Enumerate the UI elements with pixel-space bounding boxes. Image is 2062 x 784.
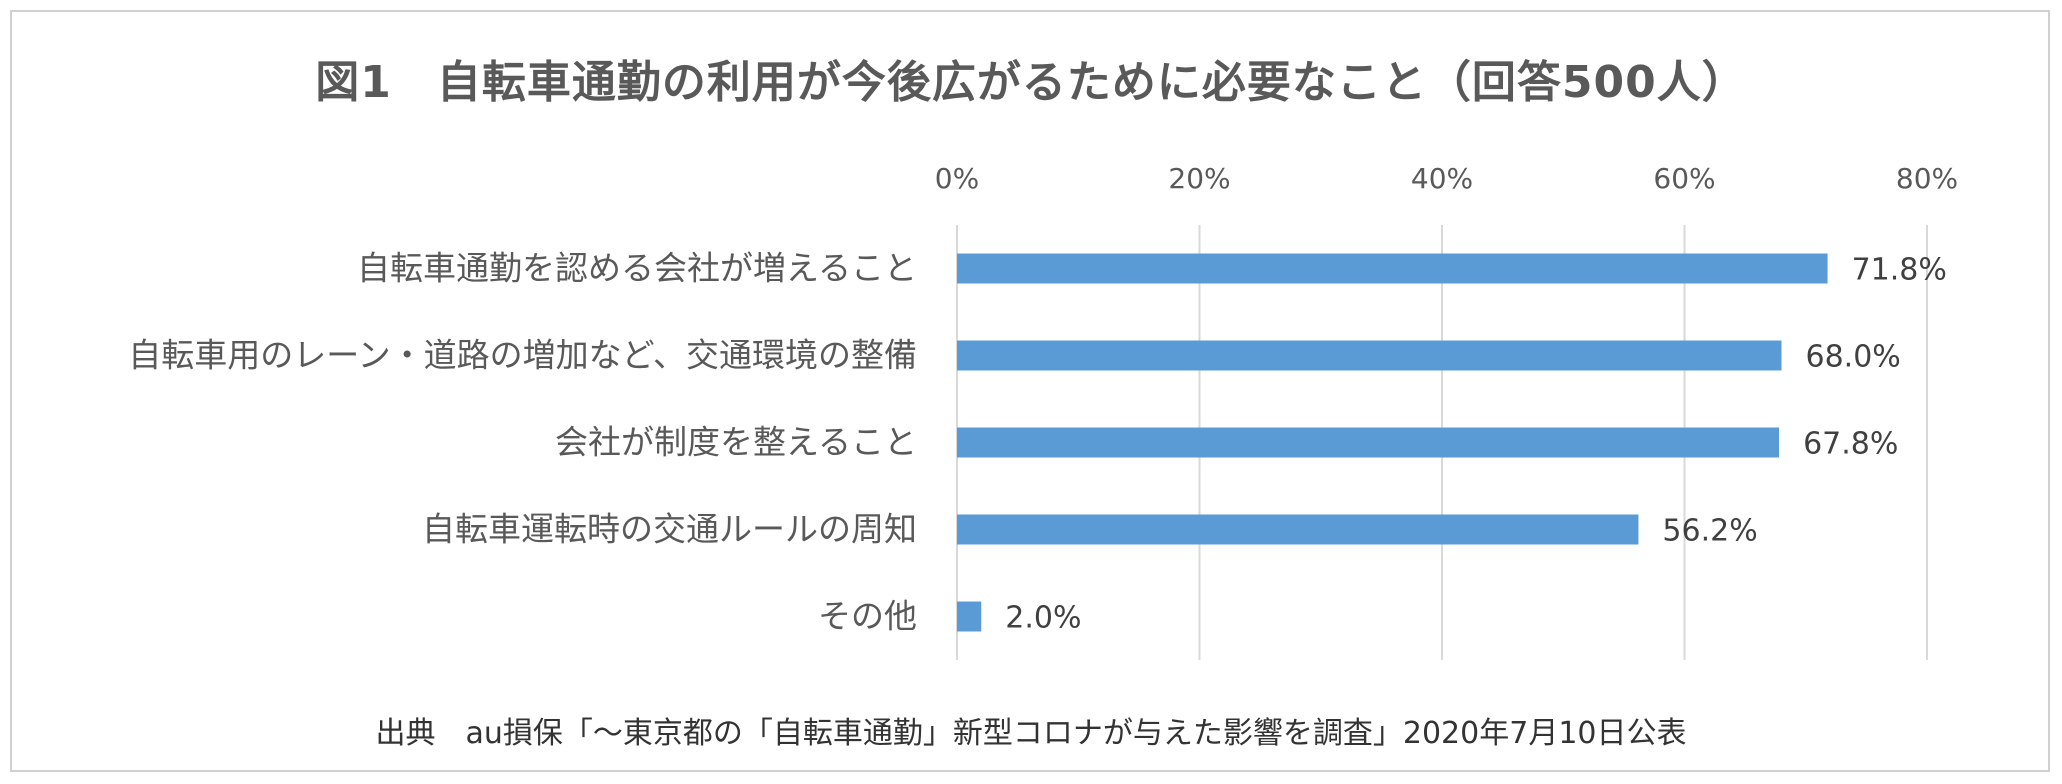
tick-label: 80% (1896, 162, 1958, 195)
value-labels: 71.8% 68.0% 67.8% 56.2% 2.0% (1005, 253, 1947, 636)
source-note: 出典 au損保「～東京都の「自転車通勤」新型コロナが与えた影響を調査」2020年… (375, 716, 1687, 751)
chart-title: 図1 自転車通勤の利用が今後広がるために必要なこと（回答500人） (315, 57, 1747, 108)
category-label: 自転車運転時の交通ルールの周知 (422, 510, 917, 549)
data-label: 56.2% (1662, 514, 1757, 549)
tick-labels: 0% 20% 40% 60% 80% (935, 162, 1958, 195)
chart-frame (10, 10, 2050, 772)
tick-label: 40% (1411, 162, 1473, 195)
category-label: その他 (818, 597, 917, 636)
bar (957, 340, 1782, 371)
tick-label: 60% (1653, 162, 1715, 195)
category-labels: 自転車通勤を認める会社が増えること自転車用のレーン・道路の増加など、交通環境の整… (128, 249, 917, 636)
bar (957, 427, 1780, 458)
data-label: 2.0% (1005, 601, 1081, 636)
data-label: 68.0% (1806, 340, 1901, 375)
bars (957, 253, 1828, 632)
bar (957, 514, 1639, 545)
category-label: 自転車通勤を認める会社が増えること (357, 249, 917, 288)
data-label: 71.8% (1852, 253, 1947, 288)
tick-label: 20% (1168, 162, 1230, 195)
tick-label: 0% (935, 162, 979, 195)
data-label: 67.8% (1803, 427, 1898, 462)
category-label: 自転車用のレーン・道路の増加など、交通環境の整備 (128, 336, 917, 375)
bar (957, 601, 982, 632)
category-label: 会社が制度を整えること (555, 423, 917, 462)
bar (957, 253, 1828, 284)
